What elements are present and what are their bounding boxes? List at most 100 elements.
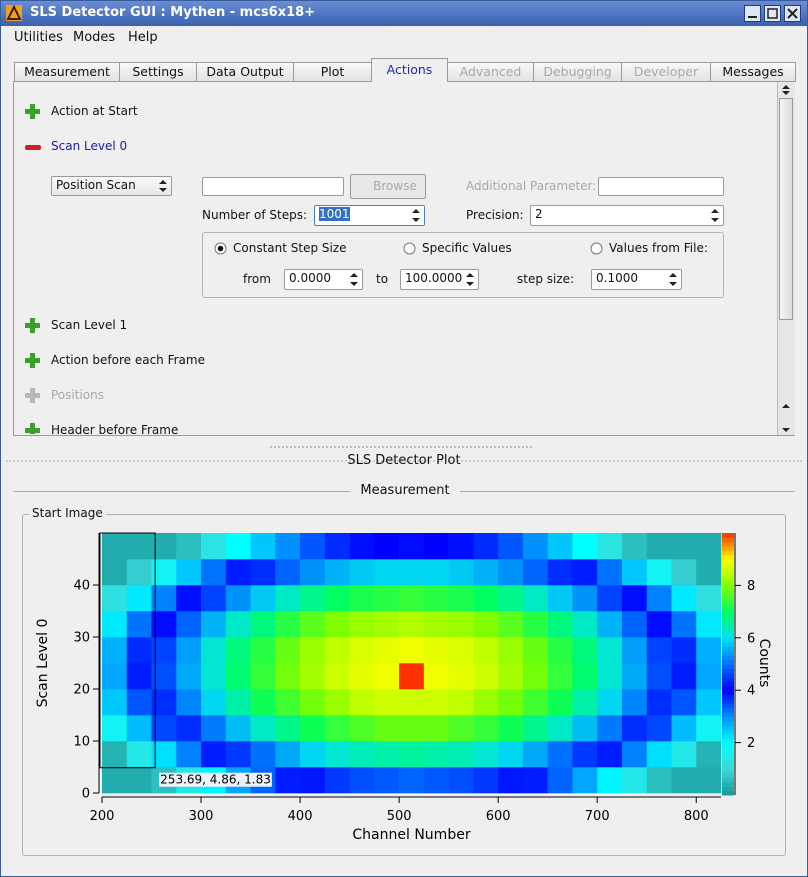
heatmap-cell <box>275 767 300 793</box>
heatmap-cell <box>102 741 127 767</box>
heatmap-cell <box>102 611 127 637</box>
heatmap-cell <box>671 637 696 663</box>
colorbar-slice <box>722 616 734 621</box>
heatmap-cell <box>176 559 201 585</box>
heatmap-cell <box>671 689 696 715</box>
heatmap-cell <box>226 585 251 611</box>
heatmap-cell <box>498 559 523 585</box>
heatmap-cell <box>275 611 300 637</box>
heatmap-cell <box>102 689 127 715</box>
heatmap-cell <box>226 689 251 715</box>
heatmap-cell <box>449 741 474 767</box>
heatmap-cell <box>226 741 251 767</box>
heatmap-cell <box>548 637 573 663</box>
heatmap-cell <box>374 585 399 611</box>
heatmap-cell <box>523 715 548 741</box>
heatmap-cell <box>374 767 399 793</box>
heatmap-cell <box>226 637 251 663</box>
heatmap-cell <box>399 767 424 793</box>
heatmap-cell <box>300 767 325 793</box>
heatmap-cell <box>176 663 201 689</box>
colorbar-slice <box>722 599 734 604</box>
tab[interactable]: Actions <box>371 58 448 82</box>
heatmap-cell <box>548 689 573 715</box>
colorbar-slice <box>722 533 734 538</box>
colorbar-slice <box>722 730 734 735</box>
heatmap-cell <box>424 533 449 559</box>
heatmap-cell <box>671 741 696 767</box>
heatmap-cell <box>671 715 696 741</box>
heatmap-cell <box>251 585 276 611</box>
heatmap-cell <box>127 611 152 637</box>
heatmap-cell <box>201 533 226 559</box>
colorbar-slice <box>722 660 734 665</box>
heatmap-cell <box>597 741 622 767</box>
y-axis-label: Scan Level 0 <box>35 619 51 708</box>
heatmap-cell <box>622 715 647 741</box>
heatmap-cell <box>127 663 152 689</box>
heatmap-cell <box>523 663 548 689</box>
heatmap-cell <box>226 715 251 741</box>
heatmap-cell <box>399 585 424 611</box>
heatmap-cell <box>102 715 127 741</box>
heatmap-cell <box>548 663 573 689</box>
heatmap-cell <box>473 715 498 741</box>
colorbar-slice <box>722 542 734 547</box>
heatmap-cell <box>127 533 152 559</box>
heatmap-cell <box>622 767 647 793</box>
heatmap-cell <box>300 611 325 637</box>
heatmap-cell <box>572 663 597 689</box>
heatmap-cell <box>671 611 696 637</box>
colorbar-slice <box>722 603 734 608</box>
heatmap-cell <box>696 533 721 559</box>
heatmap-cell <box>300 637 325 663</box>
colorbar-slice <box>722 585 734 590</box>
heatmap-cell <box>548 611 573 637</box>
heatmap-cell <box>424 741 449 767</box>
colorbar-slice <box>722 773 734 778</box>
heatmap-cell <box>622 637 647 663</box>
heatmap-cell <box>127 767 152 793</box>
heatmap-cell <box>201 741 226 767</box>
y-tick-label: 10 <box>73 735 90 750</box>
heatmap-cell <box>696 767 721 793</box>
x-tick-label: 400 <box>288 809 313 824</box>
heatmap-cell <box>473 689 498 715</box>
heatmap-cell <box>374 637 399 663</box>
heatmap-cell <box>201 611 226 637</box>
colorbar-slice <box>722 555 734 560</box>
heatmap-cell <box>572 559 597 585</box>
heatmap-cell <box>325 533 350 559</box>
heatmap-cell <box>399 741 424 767</box>
heatmap-cell <box>201 689 226 715</box>
heatmap-cell <box>300 533 325 559</box>
heatmap-cell <box>696 559 721 585</box>
heatmap-cell <box>374 559 399 585</box>
heatmap-cell <box>102 585 127 611</box>
heatmap-cell <box>251 559 276 585</box>
heatmap-cell <box>449 611 474 637</box>
heatmap-cell <box>176 637 201 663</box>
colorbar-slice <box>722 581 734 586</box>
heatmap-cell <box>671 663 696 689</box>
heatmap-cell <box>102 559 127 585</box>
heatmap-cell <box>597 585 622 611</box>
colorbar-slice <box>722 716 734 721</box>
heatmap-cell <box>350 637 375 663</box>
heatmap-cell <box>399 533 424 559</box>
colorbar-slice <box>722 677 734 682</box>
heatmap-cell <box>473 585 498 611</box>
cursor-label: 253.69, 4.86, 1.83 <box>160 773 271 787</box>
heatmap-cell <box>473 533 498 559</box>
colorbar-slice <box>722 673 734 678</box>
colorbar-tick-label: 8 <box>747 579 755 594</box>
colorbar-slice <box>722 747 734 752</box>
heatmap-cell <box>300 663 325 689</box>
heatmap-cell <box>325 611 350 637</box>
x-tick-label: 800 <box>684 809 709 824</box>
heatmap-cell <box>350 715 375 741</box>
heatmap-cell <box>647 715 672 741</box>
heatmap-cell <box>350 585 375 611</box>
y-tick-label: 20 <box>73 683 90 698</box>
